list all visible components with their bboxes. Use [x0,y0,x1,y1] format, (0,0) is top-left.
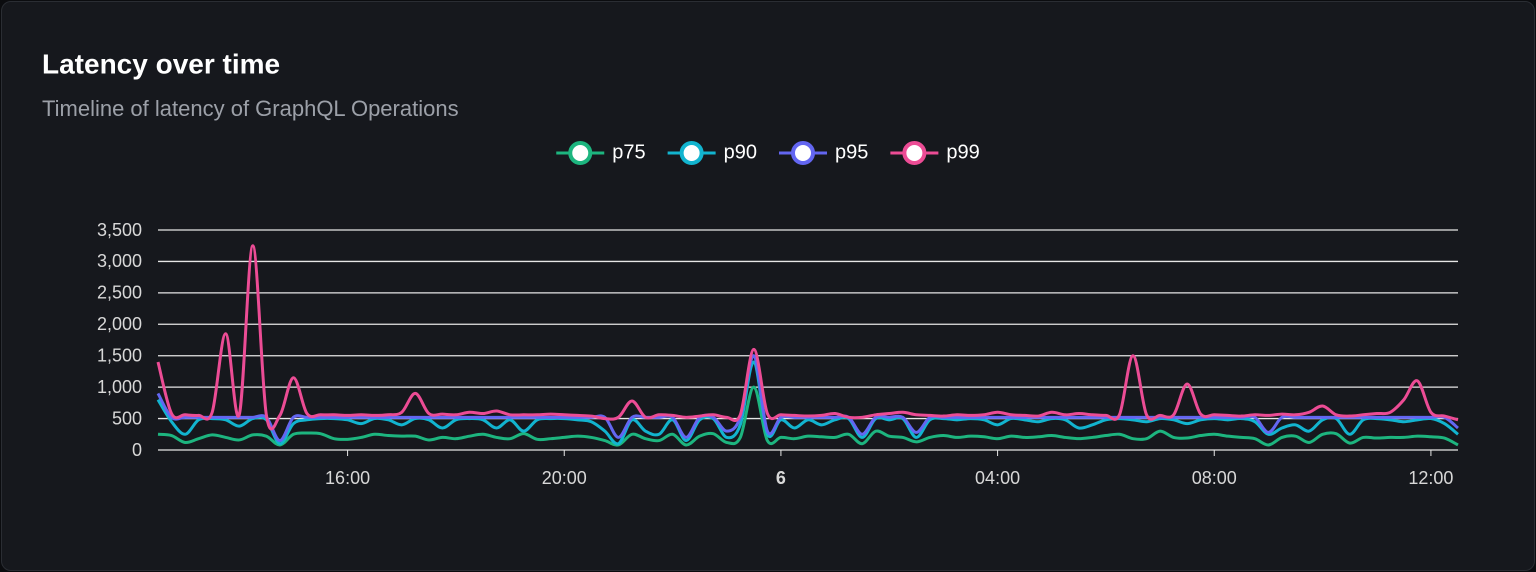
legend: p75 p90 p95 p99 [556,141,980,165]
legend-marker [902,141,927,165]
x-tick-label: 20:00 [542,468,587,488]
y-tick-label: 500 [112,408,142,428]
x-tick-label: 6 [776,468,786,488]
legend-label: p99 [946,141,979,163]
x-tick-label: 12:00 [1408,468,1453,488]
legend-marker [679,141,704,165]
x-tick-label: 08:00 [1192,468,1237,488]
series-line [157,385,1459,447]
y-tick-label: 1,000 [97,377,142,397]
y-tick-label: 2,500 [97,283,142,303]
x-tick-label: 16:00 [325,468,370,488]
legend-label: p90 [724,141,757,163]
legend-marker [568,141,593,165]
legend-label: p95 [835,141,868,163]
y-tick-label: 2,000 [97,314,142,334]
y-tick-label: 3,000 [97,251,142,271]
series-line [156,244,1459,431]
x-tick-label: 04:00 [975,468,1020,488]
y-tick-label: 1,500 [97,345,142,365]
legend-marker [791,141,815,165]
series-line [156,360,1459,446]
legend-label: p75 [612,141,645,163]
y-tick-label: 0 [132,440,142,460]
y-tick-label: 3,500 [97,220,142,240]
chart-subtitle: Timeline of latency of GraphQL Operation… [42,96,459,121]
chart-title: Latency over time [42,48,280,79]
series-line [156,354,1459,443]
